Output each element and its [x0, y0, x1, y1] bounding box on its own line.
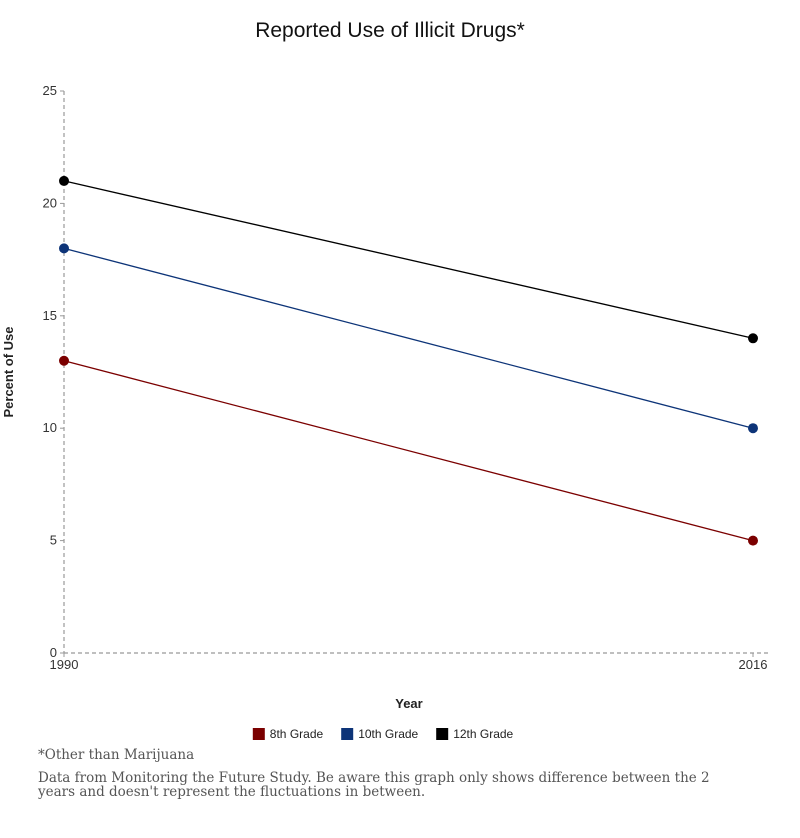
data-point[interactable]: [748, 535, 758, 546]
footnote-source: Data from Monitoring the Future Study. B…: [38, 770, 710, 800]
legend-item[interactable]: 12th Grade: [436, 727, 514, 741]
data-point[interactable]: [59, 175, 69, 186]
legend-label: 10th Grade: [358, 727, 418, 741]
series-layer: [59, 175, 758, 546]
data-point[interactable]: [59, 243, 69, 254]
chart-axes: 0 5 10 15 20 25 1990 2016: [43, 83, 768, 672]
series-8th-grade: [59, 355, 758, 546]
series-12th-grade: [59, 175, 758, 344]
series-10th-grade: [59, 243, 758, 434]
y-tick-label: 0: [50, 645, 57, 660]
legend-item[interactable]: 8th Grade: [252, 727, 324, 741]
series-line: [63, 360, 754, 542]
chart-title: Reported Use of Illicit Drugs*: [255, 19, 525, 42]
y-axis-title: Percent of Use: [1, 326, 16, 417]
legend-label: 8th Grade: [270, 727, 324, 741]
y-tick-label: 10: [43, 420, 57, 435]
y-tick-label: 15: [43, 308, 57, 323]
data-point[interactable]: [59, 355, 69, 366]
y-tick-label: 20: [43, 195, 57, 210]
y-tick-label: 25: [43, 83, 57, 98]
chart-legend[interactable]: 8th Grade 10th Grade 12th Grade: [252, 727, 514, 741]
series-line: [63, 180, 754, 339]
x-axis-title: Year: [395, 696, 422, 711]
legend-swatch: [341, 728, 354, 740]
y-tick-label: 5: [50, 533, 57, 548]
footnote-marijuana: *Other than Marijuana: [38, 747, 195, 763]
x-tick-label: 1990: [50, 657, 79, 672]
legend-label: 12th Grade: [453, 727, 513, 741]
data-point[interactable]: [748, 333, 758, 344]
x-tick-label: 2016: [739, 657, 768, 672]
legend-swatch: [252, 728, 265, 740]
data-point[interactable]: [748, 423, 758, 434]
series-line: [63, 247, 754, 429]
legend-item[interactable]: 10th Grade: [341, 727, 419, 741]
legend-swatch: [436, 728, 449, 740]
